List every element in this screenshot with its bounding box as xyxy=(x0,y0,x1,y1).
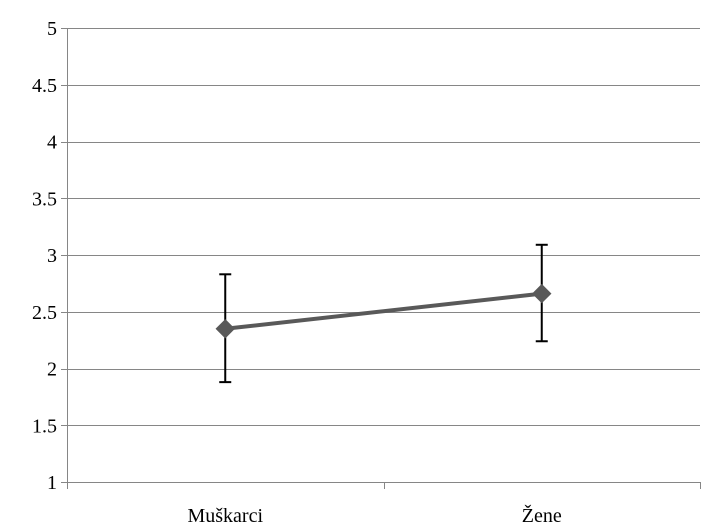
series xyxy=(215,243,552,384)
x-tick-label: Žene xyxy=(522,504,562,523)
y-tick-label: 4.5 xyxy=(32,75,57,97)
y-tick-label: 2 xyxy=(47,359,57,381)
y-tick-label: 4 xyxy=(47,132,57,154)
y-tick-label: 1 xyxy=(47,472,57,494)
series-line xyxy=(225,291,542,331)
data-point-marker xyxy=(215,319,235,339)
y-tick-labels: 1 1.5 2 2.5 3 3.5 4 4.5 5 xyxy=(32,18,57,494)
axes xyxy=(61,28,701,489)
gridlines xyxy=(67,28,700,426)
x-tick-label: Muškarci xyxy=(187,505,263,523)
y-tick-label: 2.5 xyxy=(32,302,57,324)
y-tick-label: 3 xyxy=(47,245,57,267)
y-tick-label: 3.5 xyxy=(32,188,57,210)
y-tick-label: 1.5 xyxy=(32,415,57,437)
data-point-marker xyxy=(532,283,552,304)
y-tick-label: 5 xyxy=(47,18,57,40)
x-tick-labels: Muškarci Žene xyxy=(187,504,561,523)
